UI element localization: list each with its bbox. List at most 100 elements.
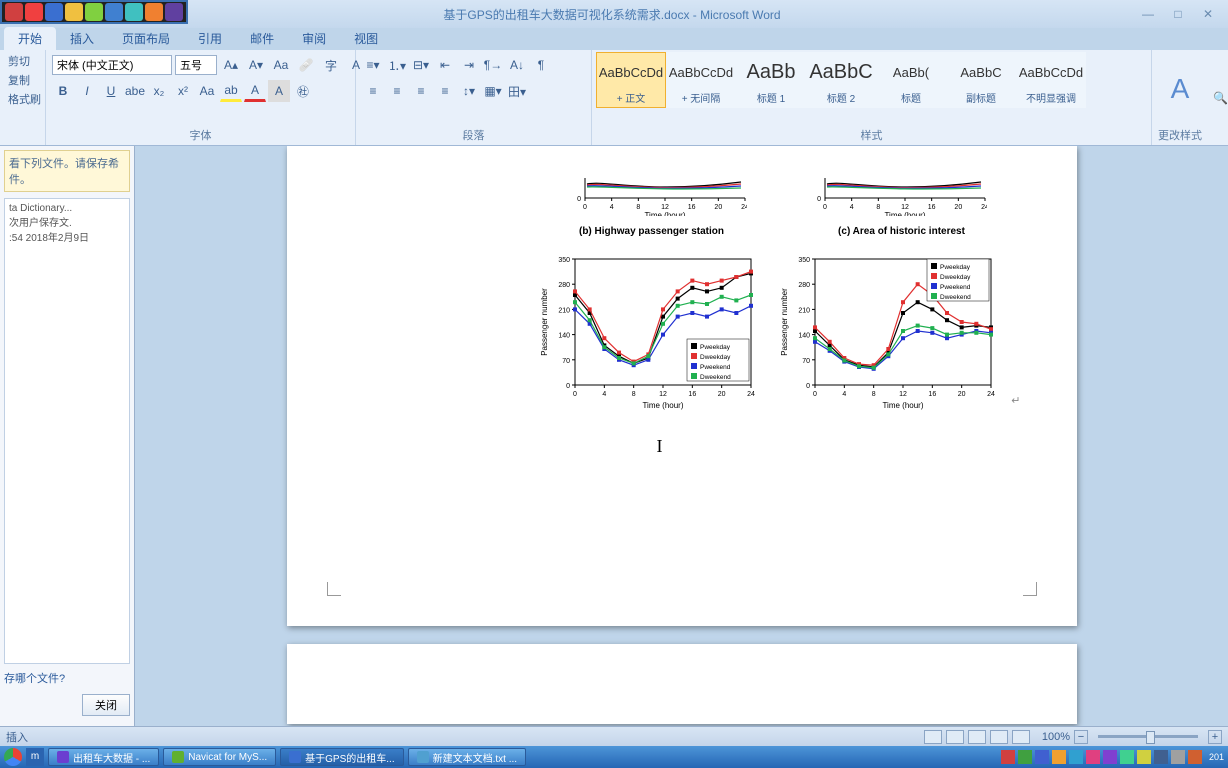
change-styles-icon[interactable]: A xyxy=(1171,73,1190,105)
minimize-button[interactable]: — xyxy=(1134,5,1162,23)
grow-font-icon[interactable]: A▴ xyxy=(220,54,242,76)
style-item[interactable]: AaBb标题 1 xyxy=(736,52,806,108)
indent-inc-icon[interactable]: ⇥ xyxy=(458,54,480,76)
style-item[interactable]: AaBbC副标题 xyxy=(946,52,1016,108)
tray-icon[interactable] xyxy=(1188,750,1202,764)
text-cursor: I xyxy=(657,436,663,457)
close-pane-button[interactable]: 关闭 xyxy=(82,694,130,716)
maxthon-icon[interactable]: m xyxy=(26,748,44,766)
superscript-button[interactable]: x² xyxy=(172,80,194,102)
font-color-icon[interactable]: A xyxy=(244,80,266,102)
ltr-icon[interactable]: ¶→ xyxy=(482,54,504,76)
style-item[interactable]: AaBbCcDd+ 无间隔 xyxy=(666,52,736,108)
strike-button[interactable]: abe xyxy=(124,80,146,102)
find-icon[interactable]: 🔍 xyxy=(1212,87,1228,109)
show-marks-icon[interactable]: ¶ xyxy=(530,54,552,76)
maximize-button[interactable]: □ xyxy=(1164,5,1192,23)
main-chart-right: 07014021028035004812162024Time (hour)Pas… xyxy=(777,251,997,411)
document-recovery-pane: 看下列文件。请保存希件。 ta Dictionary...次用户保存文.:54 … xyxy=(0,146,135,726)
chrome-icon[interactable] xyxy=(4,748,22,766)
copy-button[interactable]: 复制 xyxy=(4,71,34,89)
ribbon-tab[interactable]: 页面布局 xyxy=(108,27,184,50)
svg-text:12: 12 xyxy=(661,204,669,211)
task-icon xyxy=(289,751,301,763)
view-draft-icon[interactable] xyxy=(1012,730,1030,744)
zoom-slider[interactable] xyxy=(1098,735,1198,738)
view-read-icon[interactable] xyxy=(946,730,964,744)
style-item[interactable]: AaBbC标题 2 xyxy=(806,52,876,108)
shrink-font-icon[interactable]: A▾ xyxy=(245,54,267,76)
taskbar-task[interactable]: Navicat for MyS... xyxy=(163,748,276,766)
font-size-combo[interactable]: 五号 xyxy=(175,55,217,75)
recovery-list[interactable]: ta Dictionary...次用户保存文.:54 2018年2月9日 xyxy=(4,198,130,664)
tray-icon[interactable] xyxy=(1052,750,1066,764)
tray-icon[interactable] xyxy=(1171,750,1185,764)
change-case-icon[interactable]: Aa xyxy=(270,54,292,76)
close-button[interactable]: ✕ xyxy=(1194,5,1222,23)
sort-icon[interactable]: A↓ xyxy=(506,54,528,76)
svg-text:Passenger number: Passenger number xyxy=(780,288,789,356)
taskbar-clock[interactable]: 201 xyxy=(1205,753,1224,762)
indent-dec-icon[interactable]: ⇤ xyxy=(434,54,456,76)
taskbar-task[interactable]: 出租车大数据 - ... xyxy=(48,748,159,766)
svg-text:24: 24 xyxy=(741,204,747,211)
italic-button[interactable]: I xyxy=(76,80,98,102)
svg-text:350: 350 xyxy=(558,257,570,264)
numbering-icon[interactable]: ⒈▾ xyxy=(386,54,408,76)
ribbon-tab[interactable]: 插入 xyxy=(56,27,108,50)
highlight-icon[interactable]: ab xyxy=(220,80,242,102)
tray-icon[interactable] xyxy=(1018,750,1032,764)
align-center-icon[interactable]: ≡ xyxy=(386,80,408,102)
ribbon-tab[interactable]: 审阅 xyxy=(288,27,340,50)
style-item[interactable]: AaBb(标题 xyxy=(876,52,946,108)
ribbon-tab[interactable]: 邮件 xyxy=(236,27,288,50)
tray-icon[interactable] xyxy=(1137,750,1151,764)
underline-button[interactable]: U xyxy=(100,80,122,102)
tray-icon[interactable] xyxy=(1103,750,1117,764)
document-page: 04812162024Time (hour)0 04812162024Time … xyxy=(287,146,1077,626)
svg-text:0: 0 xyxy=(577,196,581,203)
clear-format-icon[interactable]: 🩹 xyxy=(295,54,317,76)
multilevel-icon[interactable]: ⊟▾ xyxy=(410,54,432,76)
tray-icon[interactable] xyxy=(1001,750,1015,764)
cut-button[interactable]: 剪切 xyxy=(4,52,34,70)
svg-text:0: 0 xyxy=(823,204,827,211)
tray-icon[interactable] xyxy=(1069,750,1083,764)
taskbar-task[interactable]: 基于GPS的出租车... xyxy=(280,748,403,766)
justify-icon[interactable]: ≡ xyxy=(434,80,456,102)
taskbar-task[interactable]: 新建文本文档.txt ... xyxy=(408,748,526,766)
tray-icon[interactable] xyxy=(1120,750,1134,764)
format-painter-button[interactable]: 格式刷 xyxy=(4,90,45,108)
ribbon-tab[interactable]: 视图 xyxy=(340,27,392,50)
font-family-combo[interactable]: 宋体 (中文正文) xyxy=(52,55,172,75)
subscript-button[interactable]: x₂ xyxy=(148,80,170,102)
ribbon-tab[interactable]: 开始 xyxy=(4,27,56,50)
align-left-icon[interactable]: ≡ xyxy=(362,80,384,102)
view-print-icon[interactable] xyxy=(924,730,942,744)
tray-icon[interactable] xyxy=(1086,750,1100,764)
borders-icon[interactable]: 田▾ xyxy=(506,80,528,102)
align-right-icon[interactable]: ≡ xyxy=(410,80,432,102)
zoom-in-button[interactable]: + xyxy=(1208,730,1222,744)
tray-icon[interactable] xyxy=(1154,750,1168,764)
style-item[interactable]: AaBbCcDd+ 正文 xyxy=(596,52,666,108)
status-mode: 插入 xyxy=(6,729,28,745)
svg-text:16: 16 xyxy=(928,391,936,398)
char-shading-icon[interactable]: A xyxy=(268,80,290,102)
document-area[interactable]: 04812162024Time (hour)0 04812162024Time … xyxy=(135,146,1228,726)
task-icon xyxy=(172,751,184,763)
zoom-level[interactable]: 100% xyxy=(1042,731,1070,743)
phonetic-icon[interactable]: 字 xyxy=(320,54,342,76)
view-web-icon[interactable] xyxy=(968,730,986,744)
shading-icon[interactable]: ▦▾ xyxy=(482,80,504,102)
text-effects-icon[interactable]: Aa xyxy=(196,80,218,102)
line-spacing-icon[interactable]: ↕▾ xyxy=(458,80,480,102)
ribbon-tab[interactable]: 引用 xyxy=(184,27,236,50)
tray-icon[interactable] xyxy=(1035,750,1049,764)
enclose-char-icon[interactable]: ㊓ xyxy=(292,80,314,102)
zoom-out-button[interactable]: − xyxy=(1074,730,1088,744)
style-item[interactable]: AaBbCcDd不明显强调 xyxy=(1016,52,1086,108)
bold-button[interactable]: B xyxy=(52,80,74,102)
bullets-icon[interactable]: ≡▾ xyxy=(362,54,384,76)
view-outline-icon[interactable] xyxy=(990,730,1008,744)
